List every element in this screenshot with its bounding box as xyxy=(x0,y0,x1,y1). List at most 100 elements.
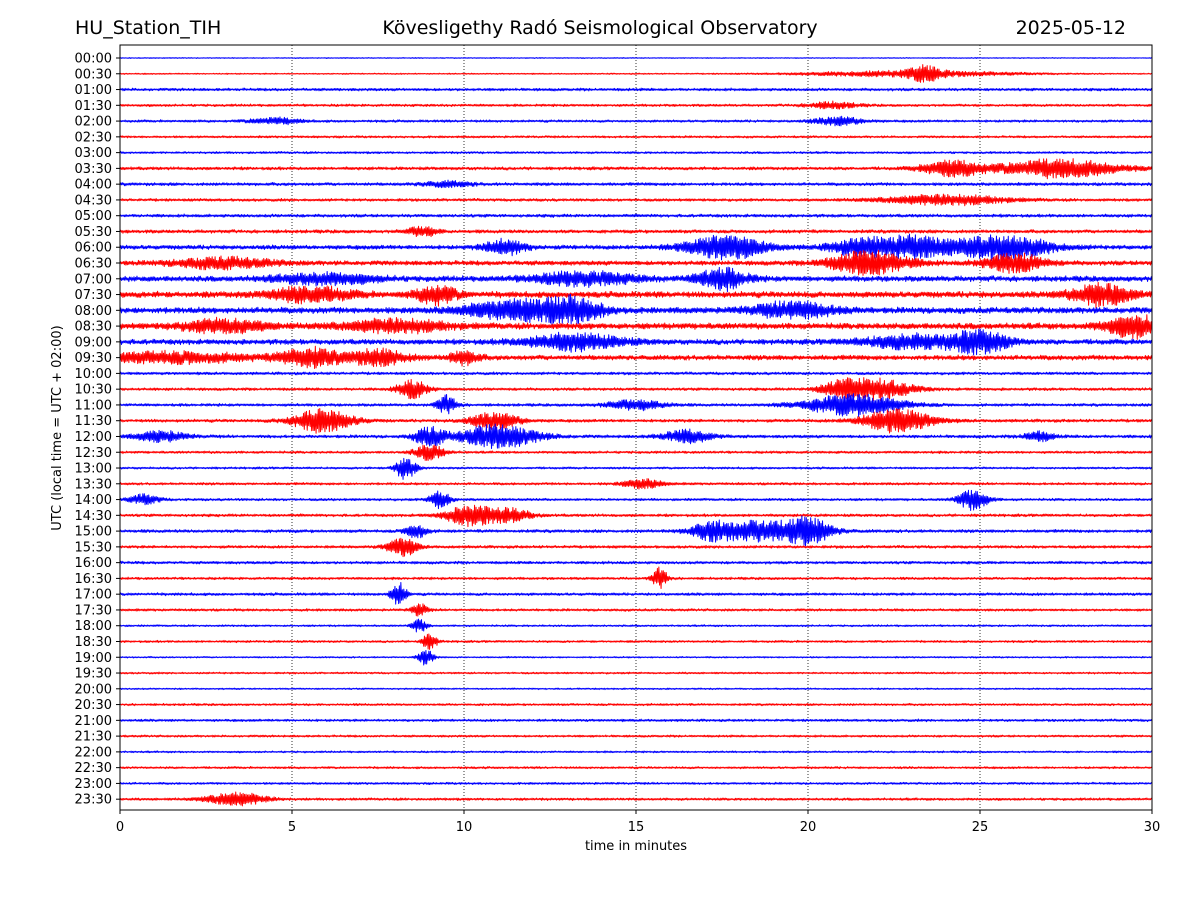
y-tick-label-26: 13:00 xyxy=(75,462,112,477)
y-tick-label-20: 10:00 xyxy=(75,367,112,382)
x-tick-label-4: 20 xyxy=(800,820,817,835)
y-tick-label-24: 12:00 xyxy=(75,430,112,445)
trace-14:30 xyxy=(119,504,1153,528)
trace-08:30 xyxy=(119,314,1153,340)
trace-09:00 xyxy=(119,328,1153,356)
y-tick-label-21: 10:30 xyxy=(75,383,112,398)
y-tick-label-17: 08:30 xyxy=(75,320,112,335)
trace-07:30 xyxy=(119,281,1153,309)
trace-17:00 xyxy=(119,582,1153,605)
chart-date: 2025-05-12 xyxy=(1015,17,1126,39)
y-tick-label-23: 11:30 xyxy=(75,414,112,429)
trace-22:30 xyxy=(119,766,1153,770)
y-tick-label-42: 21:00 xyxy=(75,714,112,729)
chart-title: Kövesligethy Radó Seismological Observat… xyxy=(382,17,818,39)
y-tick-label-18: 09:00 xyxy=(75,335,112,350)
y-tick-label-39: 19:30 xyxy=(75,667,112,682)
trace-12:00 xyxy=(119,423,1153,449)
trace-07:00 xyxy=(119,266,1153,293)
trace-15:00 xyxy=(119,515,1153,547)
trace-04:30 xyxy=(119,193,1153,207)
y-tick-label-6: 03:00 xyxy=(75,146,112,161)
y-tick-label-4: 02:00 xyxy=(75,115,112,130)
trace-03:00 xyxy=(119,150,1153,155)
trace-00:00 xyxy=(119,57,1153,59)
trace-22:00 xyxy=(119,750,1153,754)
y-tick-label-34: 17:00 xyxy=(75,588,112,603)
x-tick-label-6: 30 xyxy=(1144,820,1161,835)
trace-13:30 xyxy=(119,478,1153,490)
trace-12:30 xyxy=(119,444,1153,461)
trace-05:00 xyxy=(119,213,1153,218)
y-tick-label-38: 19:00 xyxy=(75,651,112,666)
trace-18:30 xyxy=(119,633,1153,650)
y-tick-label-45: 22:30 xyxy=(75,761,112,776)
y-tick-label-11: 05:30 xyxy=(75,225,112,240)
y-tick-label-2: 01:00 xyxy=(75,83,112,98)
y-tick-label-5: 02:30 xyxy=(75,130,112,145)
y-tick-label-12: 06:00 xyxy=(75,241,112,256)
y-tick-label-35: 17:30 xyxy=(75,603,112,618)
y-tick-label-29: 14:30 xyxy=(75,509,112,524)
y-tick-label-15: 07:30 xyxy=(75,288,112,303)
trace-00:30 xyxy=(119,64,1153,83)
trace-06:30 xyxy=(119,249,1153,276)
x-tick-label-1: 5 xyxy=(288,820,296,835)
trace-19:00 xyxy=(119,649,1153,666)
trace-13:00 xyxy=(119,457,1153,480)
y-tick-label-16: 08:00 xyxy=(75,304,112,319)
trace-18:00 xyxy=(119,618,1153,633)
trace-04:00 xyxy=(119,179,1153,189)
y-tick-label-44: 22:00 xyxy=(75,745,112,760)
seismic-traces xyxy=(119,57,1153,807)
y-tick-label-1: 00:30 xyxy=(75,67,112,82)
trace-09:30 xyxy=(119,345,1153,369)
y-axis-label: UTC (local time = UTC + 02:00) xyxy=(50,325,65,530)
trace-08:00 xyxy=(119,293,1153,325)
trace-16:30 xyxy=(119,566,1153,589)
trace-23:30 xyxy=(119,791,1153,807)
y-tick-label-7: 03:30 xyxy=(75,162,112,177)
y-tick-label-3: 01:30 xyxy=(75,99,112,114)
trace-15:30 xyxy=(119,537,1153,558)
y-tick-label-37: 18:30 xyxy=(75,635,112,650)
trace-05:30 xyxy=(119,225,1153,238)
trace-16:00 xyxy=(119,560,1153,565)
x-tick-label-3: 15 xyxy=(628,820,645,835)
y-tick-label-0: 00:00 xyxy=(75,52,112,67)
y-tick-label-13: 06:30 xyxy=(75,257,112,272)
trace-20:00 xyxy=(119,687,1153,691)
y-tick-label-31: 15:30 xyxy=(75,540,112,555)
y-tick-label-40: 20:00 xyxy=(75,682,112,697)
x-axis-label: time in minutes xyxy=(585,839,687,854)
y-tick-label-36: 18:00 xyxy=(75,619,112,634)
y-tick-label-41: 20:30 xyxy=(75,698,112,713)
y-tick-label-9: 04:30 xyxy=(75,193,112,208)
y-tick-label-30: 15:00 xyxy=(75,525,112,540)
trace-14:00 xyxy=(119,489,1153,512)
grid-lines xyxy=(291,45,981,810)
trace-02:00 xyxy=(119,115,1153,127)
y-tick-label-28: 14:00 xyxy=(75,493,112,508)
x-tick-label-5: 25 xyxy=(972,820,989,835)
y-tick-label-47: 23:30 xyxy=(75,793,112,808)
y-tick-label-46: 23:00 xyxy=(75,777,112,792)
trace-21:30 xyxy=(119,734,1153,738)
trace-10:30 xyxy=(119,377,1153,402)
trace-02:30 xyxy=(119,135,1153,139)
trace-01:00 xyxy=(119,87,1153,92)
y-tick-label-25: 12:30 xyxy=(75,446,112,461)
trace-01:30 xyxy=(119,100,1153,110)
y-tick-label-8: 04:00 xyxy=(75,178,112,193)
trace-17:30 xyxy=(119,603,1153,617)
x-axis-ticks: 0 5 10 15 20 25 30 xyxy=(116,810,1160,835)
y-tick-label-32: 16:00 xyxy=(75,556,112,571)
trace-21:00 xyxy=(119,718,1153,723)
trace-20:30 xyxy=(119,702,1153,707)
trace-11:30 xyxy=(119,408,1153,434)
y-tick-label-27: 13:30 xyxy=(75,477,112,492)
y-tick-label-19: 09:30 xyxy=(75,351,112,366)
trace-10:00 xyxy=(119,371,1153,376)
y-tick-label-22: 11:00 xyxy=(75,398,112,413)
